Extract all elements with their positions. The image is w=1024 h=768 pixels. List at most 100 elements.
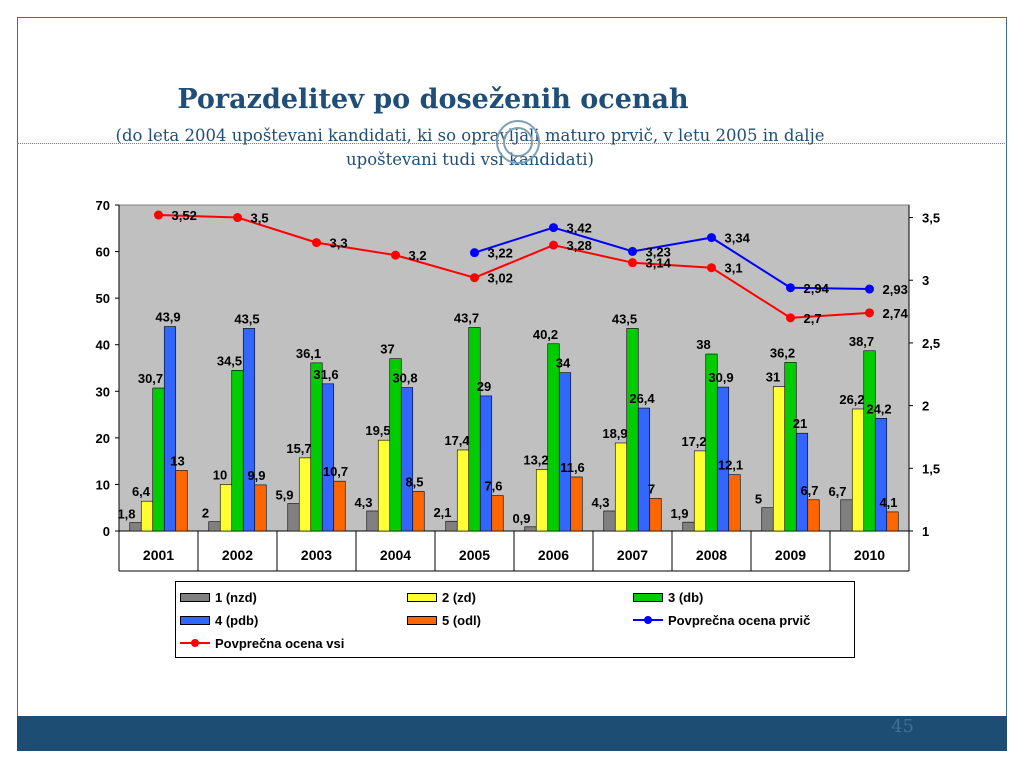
legend-item-s1: 1 (nzd) [180,587,257,607]
bar-label-s5: 11,6 [560,460,585,475]
bar-s3 [863,350,876,532]
line-label-avg_first: 3,34 [725,231,751,246]
y-tick-label-left: 30 [96,384,110,399]
x-tick-label: 2006 [538,547,569,563]
bar-s2 [140,500,154,532]
bar-s2 [851,408,865,532]
bar-label-s1: 4,3 [591,495,609,510]
decorative-ring-icon [496,120,540,164]
bar-s1 [287,503,300,532]
bar-label-s2: 17,4 [444,433,470,448]
bar-label-s2: 31 [766,370,780,385]
bar-s1 [366,510,379,532]
bar-s1 [682,521,695,532]
bar-label-s1: 4,3 [354,495,372,510]
bar-label-s4: 43,5 [234,311,259,326]
bar-s2 [377,439,391,532]
legend-swatch-s1 [180,592,210,602]
bar-s4 [558,372,572,532]
bar-label-s4: 24,2 [866,401,891,416]
bar-s3 [468,327,481,532]
x-tick-label: 2005 [459,547,490,563]
line-avg_first [474,226,870,291]
legend-label-s1: 1 (nzd) [215,589,257,605]
legend-swatch-s3 [633,592,663,602]
line-label-avg_all: 3,52 [172,208,197,223]
bar-s2 [535,469,549,532]
point-avg_first [707,233,716,243]
bar-label-s5: 10,7 [323,464,348,479]
bar-s4 [874,417,888,532]
x-tick-label: 2003 [301,547,332,563]
bar-s3 [310,362,323,532]
bar-label-s5: 8,5 [405,474,423,489]
bar-s1 [208,521,221,532]
bar-s1 [603,510,616,532]
y-tick-label-right: 1,5 [922,461,940,476]
x-tick-label: 2004 [380,547,411,563]
bar-label-s2: 6,4 [132,484,151,499]
bar-s2 [693,450,707,532]
bar-label-s4: 30,9 [708,370,733,385]
bar-label-s1: 6,7 [828,484,846,499]
legend-item-s3: 3 (db) [633,587,703,607]
legend-line-avg-all [180,636,210,650]
bar-label-s3: 38,7 [849,334,874,349]
point-avg_all [707,263,716,273]
line-label-avg_all: 3,5 [251,211,269,226]
line-label-avg_all: 3,2 [409,248,427,263]
bar-s2 [219,484,233,532]
subtitle-line-1: (do leta 2004 upoštevani kandidati, ki s… [115,126,825,145]
bar-s1 [840,499,853,532]
y-tick-label-right: 3 [922,273,929,288]
bar-s5 [491,495,504,532]
page-number: 45 [891,716,914,737]
bar-s4 [163,326,177,532]
bar-s2 [772,386,786,532]
bar-label-s5: 4,1 [879,495,897,510]
x-tick-label: 2007 [617,547,648,563]
bar-label-s1: 1,9 [670,506,688,521]
legend-line-avg-first [633,613,663,627]
bar-label-s5: 7 [648,481,655,496]
bar-s4 [795,432,809,532]
bar-s5 [254,484,267,532]
bar-label-s3: 38 [696,337,710,352]
bar-s3 [784,362,797,532]
legend-swatch-s2 [407,592,437,602]
bar-label-s2: 17,2 [681,434,706,449]
decorative-ring-inner [503,127,533,157]
x-tick-label: 2010 [854,547,885,563]
legend-label-avg-all: Povprečna ocena vsi [215,635,345,651]
line-label-avg_all: 3,1 [725,261,743,276]
chart-legend: 1 (nzd) 2 (zd) 3 (db) 4 (pdb) 5 (odl) Po… [175,581,855,658]
bar-label-s4: 30,8 [392,371,417,386]
bar-s1 [129,522,142,532]
bar-s5 [886,511,899,532]
bar-label-s5: 13 [170,453,184,468]
bar-label-s4: 21 [793,416,807,431]
bar-label-s3: 34,5 [217,353,242,368]
line-label-avg_first: 2,93 [883,282,908,297]
bar-label-s1: 2 [202,506,209,521]
bar-label-s4: 31,6 [313,367,338,382]
bar-label-s5: 7,6 [484,479,502,494]
y-tick-label-left: 40 [96,338,110,353]
bar-s4 [637,407,651,532]
legend-line-dot-avg-all [191,639,199,647]
bar-s5 [175,470,188,532]
bar-label-s1: 5,9 [275,488,293,503]
legend-label-s2: 2 (zd) [442,589,476,605]
bar-label-s3: 36,1 [296,346,321,361]
y-tick-label-left: 50 [96,291,110,306]
bar-label-s2: 10 [213,467,227,482]
line-avg_all [158,214,870,319]
bar-label-s2: 13,2 [523,453,548,468]
bar-label-s3: 36,2 [770,345,795,360]
bar-s3 [626,328,639,532]
slide-title: Porazdelitev po doseženih ocenah [177,84,689,115]
x-tick-label: 2001 [143,547,174,563]
bar-s4 [400,387,414,532]
legend-label-s4: 4 (pdb) [215,612,259,628]
